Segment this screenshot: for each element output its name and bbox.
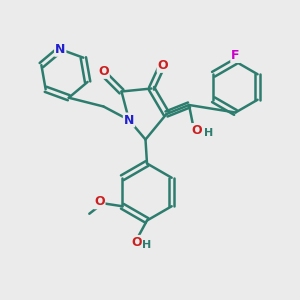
- Text: H: H: [142, 239, 152, 250]
- Text: O: O: [131, 236, 142, 249]
- Text: O: O: [98, 65, 109, 78]
- Text: O: O: [94, 195, 104, 208]
- Text: O: O: [158, 59, 168, 72]
- Text: H: H: [205, 128, 214, 138]
- Text: N: N: [124, 113, 134, 127]
- Text: O: O: [192, 124, 203, 137]
- Text: F: F: [231, 49, 240, 62]
- Text: N: N: [55, 43, 65, 56]
